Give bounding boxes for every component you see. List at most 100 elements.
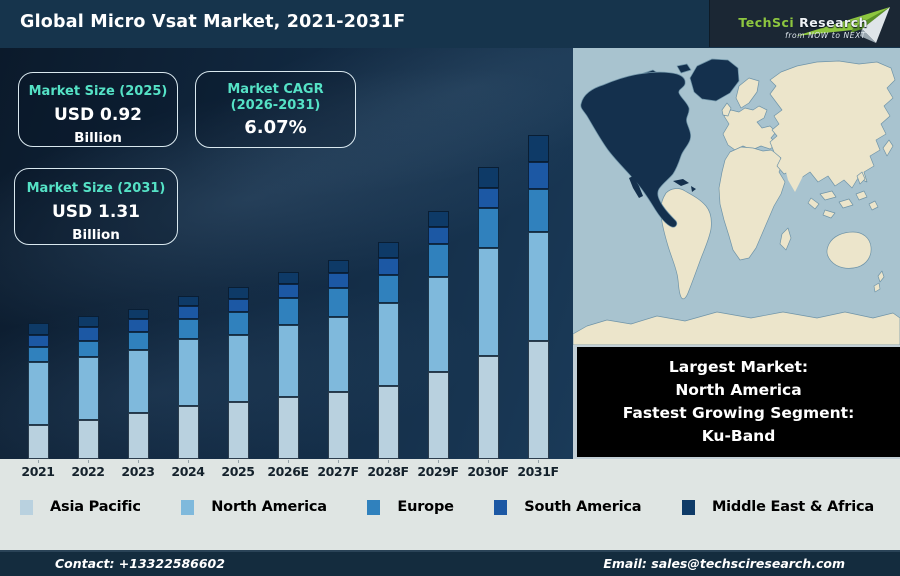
- map-new-zealand: [873, 270, 885, 293]
- bar-segment-middle-east-africa: [277, 272, 299, 284]
- bar-column-2024: [163, 296, 213, 459]
- bar-segment-north-america: [427, 277, 449, 372]
- x-axis-label-2023: 2023: [113, 460, 163, 479]
- bar-segment-asia-pacific: [227, 402, 249, 459]
- market-size-2025-unit: Billion: [74, 130, 122, 146]
- bar-segment-asia-pacific: [377, 386, 399, 459]
- bar-segment-asia-pacific: [177, 406, 199, 459]
- map-philippines: [856, 171, 866, 185]
- stacked-bar-chart: [13, 48, 563, 459]
- x-axis-label-2028F: 2028F: [363, 460, 413, 479]
- page-title: Global Micro Vsat Market, 2021-2031F: [20, 12, 406, 32]
- legend-item-asia-pacific: Asia Pacific: [20, 499, 141, 515]
- bar-segment-south-america: [77, 327, 99, 341]
- bar-segment-asia-pacific: [427, 372, 449, 459]
- legend-swatch-icon: [494, 499, 508, 515]
- market-size-2031-box: Market Size (2031) USD 1.31 Billion: [14, 168, 178, 245]
- bar-segment-europe: [327, 288, 349, 317]
- bar-segment-south-america: [477, 188, 499, 208]
- bar-segment-south-america: [327, 273, 349, 288]
- legend-item-middle-east-africa: Middle East & Africa: [681, 499, 874, 515]
- bar-segment-europe: [377, 275, 399, 303]
- bar-segment-middle-east-africa: [477, 167, 499, 188]
- map-new-guinea: [855, 190, 868, 201]
- x-axis-label-2024: 2024: [163, 460, 213, 479]
- bar-segment-north-america: [127, 350, 149, 413]
- callout-line-fastest-segment: Fastest Growing Segment:: [622, 404, 855, 422]
- bar-segment-middle-east-africa: [427, 211, 449, 227]
- x-axis-label-2026E: 2026E: [263, 460, 313, 479]
- legend-label: Middle East & Africa: [711, 499, 874, 515]
- header-bar: Global Micro Vsat Market, 2021-2031F Tec…: [0, 0, 900, 48]
- legend-label: Asia Pacific: [50, 499, 141, 515]
- map-africa: [718, 146, 786, 261]
- callout-line-ku-band: Ku-Band: [701, 427, 776, 445]
- map-java: [822, 209, 836, 219]
- bar-segment-south-america: [377, 258, 399, 275]
- callout-line-north-america: North America: [675, 381, 802, 399]
- map-south-america: [660, 188, 712, 300]
- bar-column-2031F: [513, 135, 563, 459]
- map-greenland-highlight: [689, 58, 740, 102]
- x-axis-label-2031F: 2031F: [513, 460, 563, 479]
- bar-segment-south-america: [527, 162, 549, 189]
- map-madagascar: [779, 227, 792, 251]
- x-axis-label-2022: 2022: [63, 460, 113, 479]
- bar-segment-south-america: [427, 227, 449, 244]
- bar-segment-middle-east-africa: [177, 296, 199, 306]
- logo-brand-techsci: TechSci: [738, 15, 795, 30]
- techsci-logo: TechSci Research from NOW to NEXT: [709, 0, 900, 47]
- bar-segment-north-america: [377, 303, 399, 386]
- x-axis-label-2021: 2021: [13, 460, 63, 479]
- map-india: [785, 166, 803, 192]
- market-size-2031-value: USD 1.31: [51, 202, 141, 222]
- bar-column-2029F: [413, 211, 463, 459]
- bar-column-2028F: [363, 242, 413, 459]
- chart-panel: Market Size (2025) USD 0.92 Billion Mark…: [0, 48, 573, 459]
- map-borneo: [819, 190, 837, 201]
- footer-email: Email: sales@techsciresearch.com: [603, 556, 845, 571]
- bar-segment-europe: [477, 208, 499, 248]
- bar-segment-south-america: [277, 284, 299, 298]
- market-size-2025-box: Market Size (2025) USD 0.92 Billion: [18, 72, 178, 147]
- legend-label: South America: [524, 499, 642, 515]
- bar-segment-north-america: [527, 232, 549, 341]
- logo-arrow-icon: [796, 7, 890, 43]
- bar-segment-north-america: [277, 325, 299, 397]
- bar-segment-middle-east-africa: [77, 316, 99, 327]
- bar-segment-middle-east-africa: [377, 242, 399, 258]
- bar-segment-europe: [127, 332, 149, 350]
- legend-label: North America: [211, 499, 327, 515]
- footer-bar: Contact: +13322586602 Email: sales@techs…: [0, 550, 900, 576]
- bar-segment-north-america: [77, 357, 99, 420]
- bar-segment-europe: [177, 319, 199, 339]
- legend-item-europe: Europe: [367, 499, 454, 515]
- bar-column-2021: [13, 323, 63, 459]
- bar-segment-north-america: [477, 248, 499, 356]
- bar-segment-asia-pacific: [77, 420, 99, 459]
- market-size-2025-value: USD 0.92: [53, 105, 143, 125]
- map-sulawesi: [838, 198, 854, 209]
- market-size-2031-unit: Billion: [72, 227, 120, 243]
- bar-segment-middle-east-africa: [27, 323, 49, 335]
- logo-wordmark: TechSci Research: [738, 15, 868, 30]
- bar-segment-europe: [27, 347, 49, 362]
- bar-segment-south-america: [227, 299, 249, 312]
- bar-column-2022: [63, 316, 113, 459]
- map-uk: [721, 102, 732, 117]
- bar-column-2025: [213, 287, 263, 459]
- legend-swatch-icon: [367, 499, 381, 515]
- bar-segment-asia-pacific: [277, 397, 299, 459]
- bar-segment-europe: [227, 312, 249, 335]
- bar-segment-south-america: [177, 306, 199, 319]
- footer-contact: Contact: +13322586602: [55, 556, 225, 571]
- market-cagr-title: Market CAGR: [227, 82, 324, 97]
- map-sumatra: [807, 197, 820, 210]
- bar-segment-asia-pacific: [527, 341, 549, 459]
- bar-segment-europe: [527, 189, 549, 232]
- x-axis-label-2025: 2025: [213, 460, 263, 479]
- legend-item-north-america: North America: [181, 499, 327, 515]
- bar-segment-north-america: [27, 362, 49, 425]
- legend-swatch-icon: [681, 499, 695, 515]
- bar-segment-europe: [427, 244, 449, 277]
